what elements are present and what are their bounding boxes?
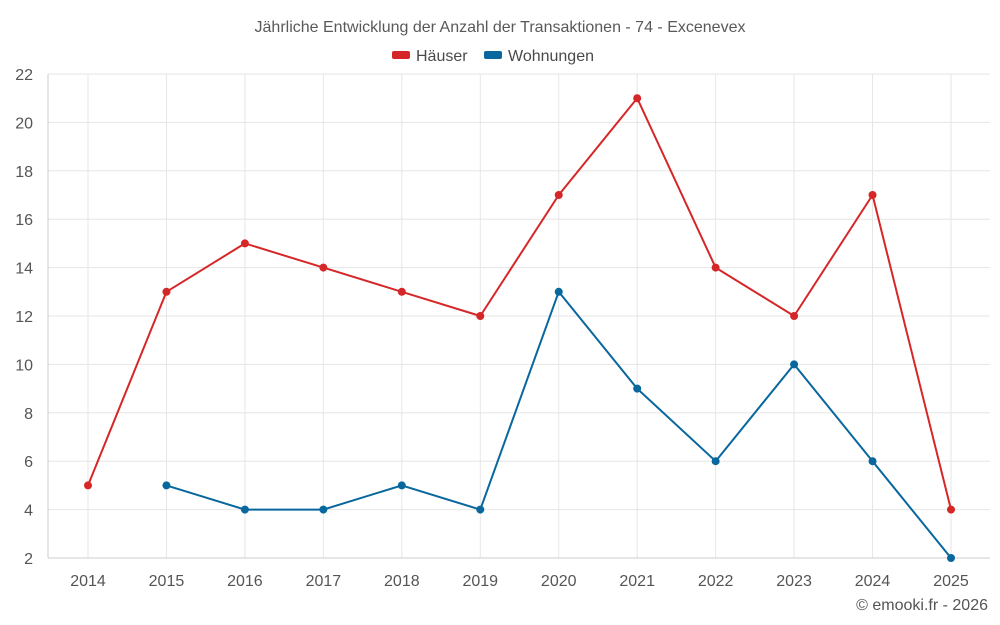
chart-title: Jährliche Entwicklung der Anzahl der Tra…	[255, 19, 746, 36]
x-tick-label: 2025	[933, 573, 969, 590]
y-tick-label: 16	[15, 212, 33, 229]
x-tick-label: 2015	[149, 573, 185, 590]
data-point-haeuser[interactable]	[319, 263, 328, 272]
legend-label-haeuser[interactable]: Häuser	[416, 48, 468, 65]
y-tick-label: 22	[15, 67, 33, 84]
y-tick-label: 14	[15, 261, 33, 278]
x-tick-label: 2022	[698, 573, 734, 590]
x-tick-label: 2019	[462, 573, 498, 590]
x-tick-label: 2017	[306, 573, 342, 590]
data-point-wohnungen[interactable]	[947, 554, 955, 562]
data-point-haeuser[interactable]	[711, 263, 720, 272]
data-point-wohnungen[interactable]	[790, 360, 799, 369]
x-tick-label: 2021	[619, 573, 655, 590]
data-point-wohnungen[interactable]	[397, 481, 406, 490]
y-tick-label: 18	[15, 164, 33, 181]
x-tick-label: 2014	[70, 573, 106, 590]
x-tick-label: 2020	[541, 573, 577, 590]
legend: Häuser Wohnungen	[392, 48, 594, 65]
data-point-haeuser[interactable]	[790, 312, 799, 320]
data-point-haeuser[interactable]	[397, 287, 406, 296]
series	[84, 94, 955, 562]
data-point-haeuser[interactable]	[84, 481, 92, 490]
legend-swatch-wohnungen	[484, 51, 502, 59]
x-tick-label: 2018	[384, 573, 420, 590]
data-point-wohnungen[interactable]	[711, 457, 720, 466]
data-point-haeuser[interactable]	[947, 505, 955, 514]
data-point-wohnungen[interactable]	[554, 287, 563, 296]
data-point-wohnungen[interactable]	[319, 505, 328, 514]
data-point-haeuser[interactable]	[868, 191, 877, 199]
x-tick-label: 2016	[227, 573, 263, 590]
y-tick-label: 6	[24, 454, 33, 471]
credit-text: © emooki.fr - 2026	[856, 597, 988, 614]
series-line-haeuser	[87, 97, 952, 510]
data-point-haeuser[interactable]	[476, 312, 485, 320]
data-point-wohnungen[interactable]	[633, 384, 642, 393]
data-point-haeuser[interactable]	[240, 239, 249, 248]
x-tick-label: 2024	[855, 573, 891, 590]
y-tick-label: 8	[24, 406, 33, 423]
data-point-wohnungen[interactable]	[162, 481, 171, 490]
y-tick-label: 10	[15, 357, 33, 374]
y-tick-label: 2	[24, 551, 33, 568]
x-tick-label: 2023	[776, 573, 812, 590]
legend-swatch-haeuser	[392, 51, 410, 59]
data-point-wohnungen[interactable]	[868, 457, 877, 466]
data-point-haeuser[interactable]	[162, 287, 171, 296]
data-point-haeuser[interactable]	[554, 191, 563, 199]
y-tick-label: 4	[24, 503, 33, 520]
data-point-wohnungen[interactable]	[240, 505, 249, 514]
data-point-wohnungen[interactable]	[476, 505, 485, 514]
legend-label-wohnungen[interactable]: Wohnungen	[508, 48, 594, 65]
y-tick-label: 12	[15, 309, 33, 326]
data-point-haeuser[interactable]	[633, 94, 642, 103]
y-tick-label: 20	[15, 115, 33, 132]
grid	[48, 73, 990, 559]
